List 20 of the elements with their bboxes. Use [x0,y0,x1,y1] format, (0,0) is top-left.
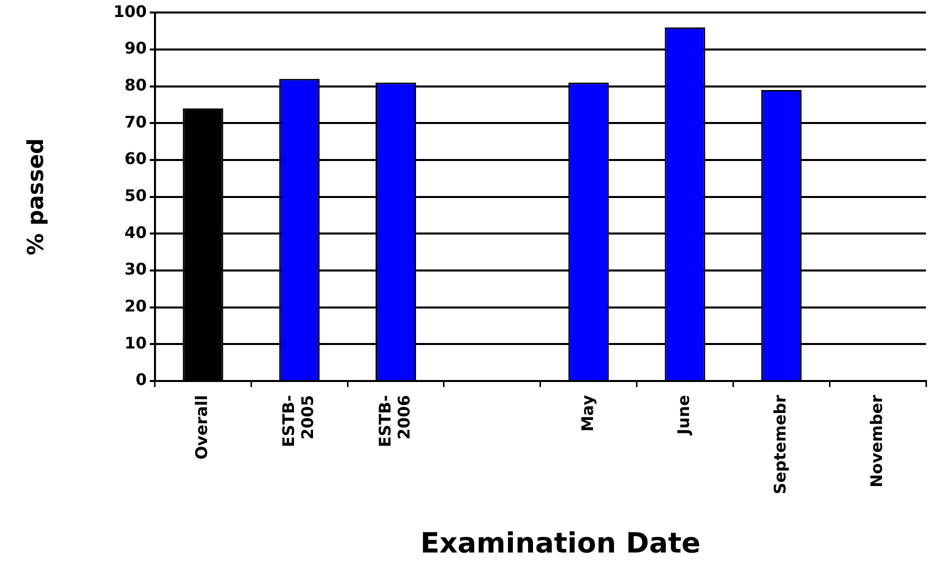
y-tick-label: 100 [113,2,147,21]
x-tick-label: Septemebr [770,394,790,494]
x-tick-label: ESTB-2005 [279,395,318,448]
y-axis-title: % passed [24,138,49,256]
y-tick-label: 10 [124,333,147,352]
y-tick-label: 20 [124,296,147,316]
x-tick-label: November [866,394,886,488]
y-tick-label: 50 [124,186,147,205]
y-tick-label: 0 [136,370,147,390]
y-tick-label: 70 [124,112,147,132]
x-tick-label: Overall [192,395,212,460]
y-tick-label: 90 [124,38,147,58]
y-tick-label: 60 [124,149,147,168]
x-tick-label: ESTB-2006 [375,395,414,448]
y-tick-label: 30 [124,260,147,279]
y-tick-label: 80 [124,75,147,94]
x-tick-label: June [674,394,694,436]
x-axis-title: Examination Date [420,526,700,560]
y-tick-label: 40 [124,222,147,242]
x-tick-label: May [578,394,597,432]
